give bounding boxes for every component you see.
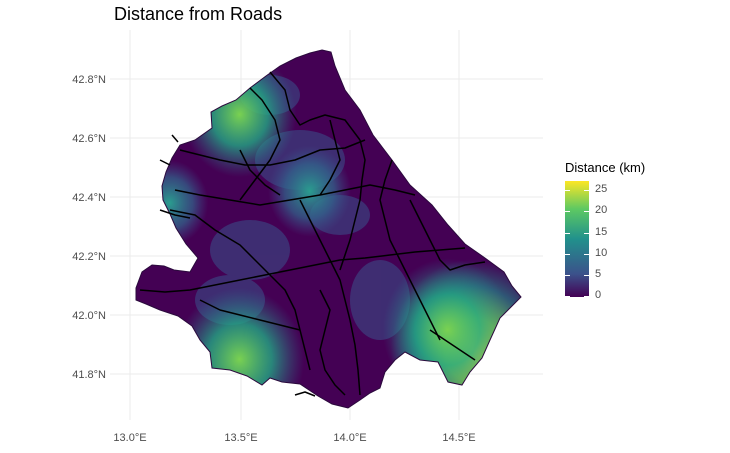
legend-label: 0: [595, 289, 602, 301]
distance-raster: [136, 50, 521, 408]
x-axis-labels: 13.0°E 13.5°E 14.0°E 14.5°E: [113, 432, 475, 444]
x-tick-label: 14.0°E: [333, 432, 366, 444]
legend-title: Distance (km): [565, 160, 646, 175]
y-tick-label: 42.4°N: [72, 192, 106, 204]
x-tick-label: 14.5°E: [442, 432, 475, 444]
distance-legend: Distance (km) 25 20 15 10 5 0: [565, 160, 685, 310]
y-tick-label: 41.8°N: [72, 369, 106, 381]
y-tick-label: 42.0°N: [72, 310, 106, 322]
distance-hotspot: [174, 287, 305, 408]
legend-label: 25: [595, 183, 608, 195]
x-tick-label: 13.5°E: [224, 432, 257, 444]
y-tick-label: 42.2°N: [72, 251, 106, 263]
legend-colorbar: [565, 181, 589, 297]
legend-label: 20: [595, 204, 608, 216]
map-title: Distance from Roads: [114, 4, 283, 24]
region-outline: [135, 49, 522, 409]
y-tick-label: 42.6°N: [72, 133, 106, 145]
distance-hotspot: [268, 145, 351, 237]
legend-label: 5: [595, 268, 602, 280]
legend-label: 15: [595, 226, 608, 238]
y-tick-label: 42.8°N: [72, 74, 106, 86]
distance-hotspot: [136, 160, 209, 246]
x-tick-label: 13.0°E: [113, 432, 146, 444]
legend-label: 10: [595, 247, 608, 259]
distance-hotspot: [382, 258, 513, 402]
y-axis-labels: 42.8°N 42.6°N 42.4°N 42.2°N 42.0°N 41.8°…: [72, 74, 106, 381]
distance-hotspot: [182, 51, 297, 178]
road-network: [139, 71, 486, 397]
